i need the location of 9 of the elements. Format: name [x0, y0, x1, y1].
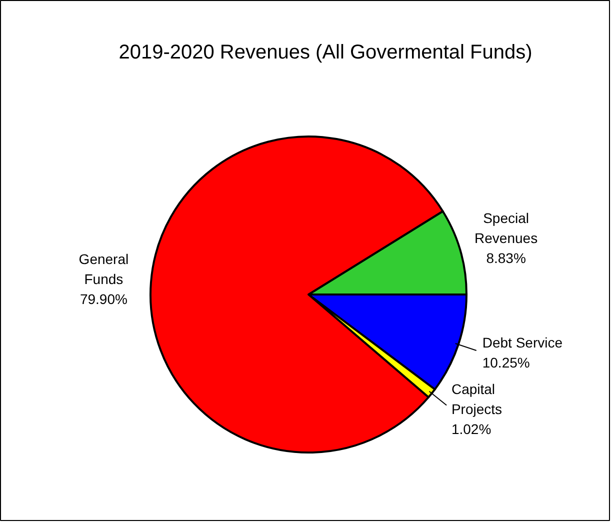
slice-label: Capital Projects — [451, 381, 502, 418]
data-label: 79.90% — [80, 290, 128, 307]
data-label: 10.25% — [482, 354, 530, 371]
data-label: 8.83% — [486, 250, 526, 266]
slice-label: General Funds — [78, 250, 129, 287]
chart-title: 2019-2020 Revenues (All Govermental Funds) — [118, 42, 532, 64]
slice-label: Debt Service — [482, 334, 563, 351]
slice-label: Special Revenues — [474, 210, 538, 246]
data-label: 1.02% — [451, 421, 492, 438]
